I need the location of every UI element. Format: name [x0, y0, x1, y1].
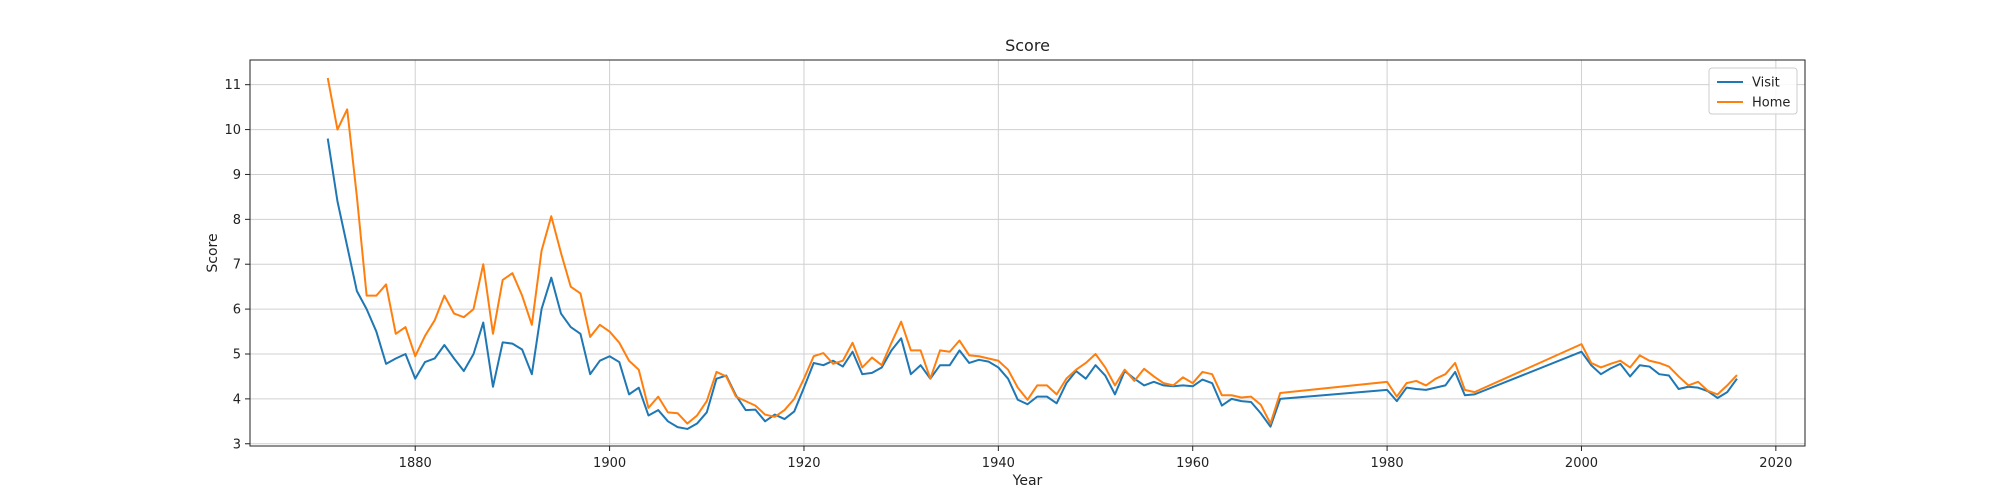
legend: Visit Home	[1708, 67, 1798, 115]
x-tick-label: 1900	[593, 456, 626, 471]
x-axis-label: Year	[1012, 473, 1043, 489]
legend-label-visit: Visit	[1752, 76, 1780, 91]
y-tick-label: 10	[224, 123, 241, 138]
grid-lines	[250, 60, 1805, 446]
x-tick-label: 1940	[982, 456, 1015, 471]
y-tick-label: 7	[233, 258, 241, 273]
x-tick-label: 1980	[1371, 456, 1404, 471]
y-tick-label: 4	[233, 392, 241, 407]
y-tick-label: 8	[233, 213, 241, 228]
x-tick-label: 2000	[1565, 456, 1598, 471]
y-tick-label: 11	[224, 78, 241, 93]
axis-ticks: 1880 1900 1920 1940 1960 1980 2000 2020 3 4 5 6 7 8 9 1…	[224, 78, 1792, 471]
y-tick-label: 9	[233, 168, 241, 183]
y-axis-label: Score	[205, 233, 221, 272]
chart-title: Score	[1005, 36, 1050, 55]
y-tick-label: 6	[233, 303, 241, 318]
x-tick-label: 1960	[1176, 456, 1209, 471]
x-tick-label: 1880	[399, 456, 432, 471]
x-tick-label: 1920	[787, 456, 820, 471]
series-lines	[326, 77, 1738, 430]
legend-label-home: Home	[1752, 96, 1790, 111]
x-tick-label: 2020	[1759, 456, 1792, 471]
y-tick-label: 5	[233, 347, 241, 362]
series-line-home	[326, 77, 1738, 425]
y-tick-label: 3	[233, 437, 241, 452]
series-line-visit	[326, 138, 1738, 430]
plot-area-frame	[249, 59, 1806, 447]
